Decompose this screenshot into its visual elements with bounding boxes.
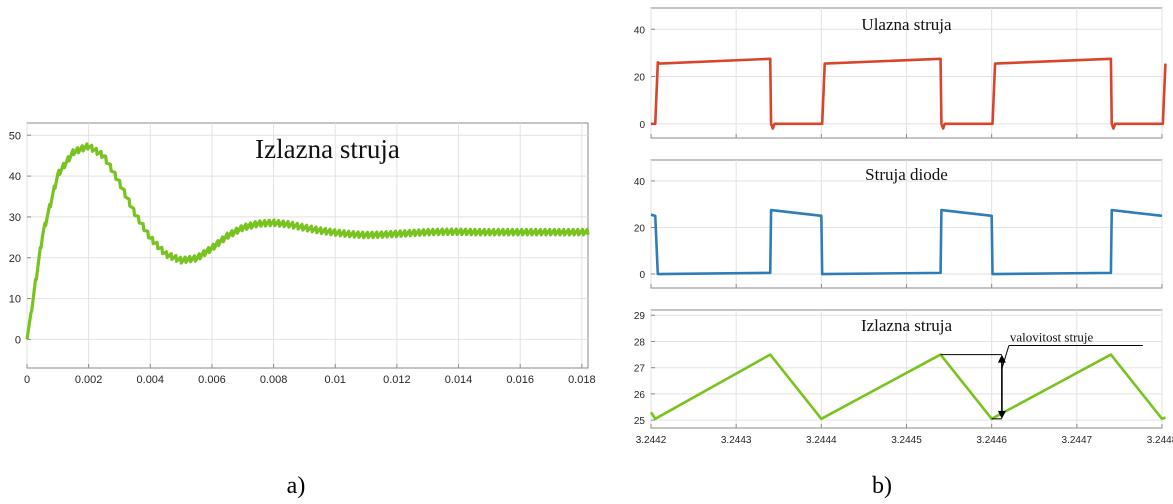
x-tick-label: 0 [24,374,30,386]
y-tick-label: 50 [9,130,21,142]
x-tick-label: 0.014 [445,374,473,386]
y-tick-label: 40 [9,171,21,183]
ripple-annotation: valovitost struje [940,329,1143,420]
y-tick-label: 29 [634,311,646,322]
x-tick-label: 3.2442 [636,435,667,446]
ripple-leader-line [1001,345,1010,369]
chart-title: Izlazna struja [255,134,400,164]
y-tick-label: 20 [9,253,21,265]
ripple-arrowhead-down [997,410,1006,419]
x-tick-label: 0.006 [198,374,226,386]
x-tick-label: 3.2445 [891,435,922,446]
y-tick-label: 25 [634,416,646,427]
x-tick-label: 0.01 [325,374,346,386]
y-tick-label: 0 [15,334,21,346]
x-tick-label: 3.2444 [806,435,837,446]
x-tick-label: 0.008 [260,374,288,386]
y-tick-label: 26 [634,390,646,401]
y-tick-label: 0 [639,120,645,131]
ripple-label: valovitost struje [1010,329,1094,344]
y-tick-label: 27 [634,364,646,375]
x-tick-label: 0.016 [506,374,534,386]
plot-area [26,122,589,369]
x-tick-label: 0.012 [383,374,411,386]
chart-title: Izlazna struja [861,316,953,335]
x-tick-label: 3.2446 [976,435,1007,446]
x-tick-label: 3.2448 [1147,435,1173,446]
chart-title: Struja diode [865,165,948,184]
panel-label-b: b) [872,473,892,499]
series-line [651,57,1167,130]
y-tick-label: 40 [634,177,646,188]
x-tick-label: 3.2447 [1062,435,1093,446]
chart-b3-output-current: 25 26 27 28 29 3.2442 3.2443 3.2444 3.2445 3.2446… [634,309,1173,446]
y-tick-label: 10 [9,294,21,306]
y-tick-label: 20 [634,223,646,234]
y-tick-label: 20 [634,73,646,84]
chart-a: 0 10 20 30 40 50 0 0.002 0.004 0.006 0.008 0.01 0.01… [9,122,596,386]
x-tick-label: 3.2443 [721,435,752,446]
panel-label-a: a) [287,473,306,499]
y-tick-label: 40 [634,25,646,36]
y-tick-label: 28 [634,337,646,348]
series-line [650,208,1163,276]
y-tick-label: 0 [639,270,645,281]
x-tick-label: 0.002 [75,374,103,386]
x-tick-label: 0.018 [568,374,596,386]
chart-b1-input-current: 0 20 40 Ulazna struja [634,7,1167,139]
series-line [25,142,590,340]
chart-title: Ulazna struja [861,15,952,34]
x-tick-label: 0.004 [137,374,165,386]
y-tick-label: 30 [9,212,21,224]
chart-b2-diode-current: 0 20 40 Struja diode [634,159,1163,289]
